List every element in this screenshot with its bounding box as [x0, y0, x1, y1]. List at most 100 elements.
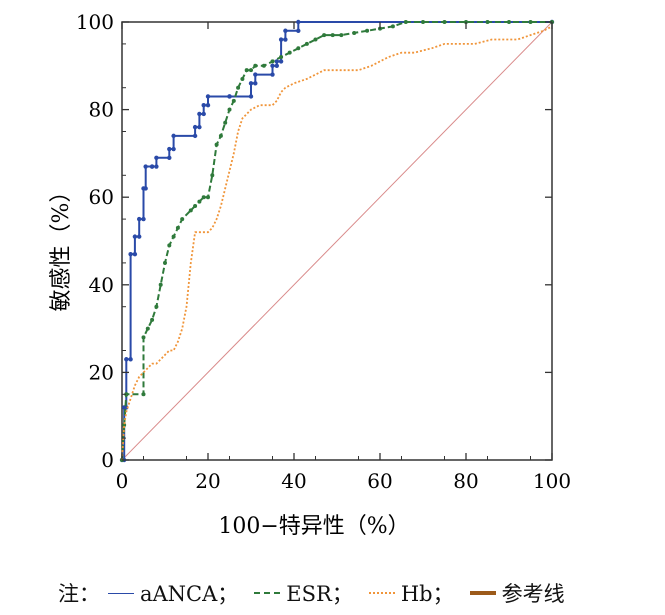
legend-label-hb: Hb；: [400, 582, 454, 606]
series-point-esr: [201, 195, 206, 200]
axis-ticks: 0 20 40 60 80 100 0 20 40 60 80 100: [76, 10, 571, 493]
series-point-aanca: [192, 124, 198, 130]
legend-swatch-esr: [254, 592, 281, 594]
series-lines: [119, 19, 555, 463]
x-tick-label: 60: [367, 469, 392, 493]
series-point-esr: [154, 304, 159, 309]
series-point-aanca: [227, 94, 232, 99]
legend-label-esr: ESR；: [286, 582, 353, 606]
series-point-aanca: [274, 59, 279, 64]
y-tick-label: 20: [89, 360, 114, 384]
x-tick-label: 0: [116, 469, 129, 493]
legend-label-aanca: aANCA；: [140, 582, 239, 606]
series-point-aanca: [124, 357, 129, 362]
series-point-esr: [240, 76, 245, 81]
legend-swatch-reference: [469, 591, 496, 595]
series-point-aanca: [143, 186, 148, 191]
series-point-esr: [141, 392, 146, 397]
series-point-esr: [244, 68, 249, 73]
series-point-esr: [214, 142, 219, 147]
series-point-aanca: [132, 251, 138, 257]
series-point-esr: [253, 63, 258, 68]
series-point-esr: [236, 85, 241, 90]
series-point-esr: [442, 20, 447, 24]
series-point-esr: [206, 195, 210, 200]
series-point-esr: [193, 203, 198, 208]
series-point-aanca: [143, 164, 148, 169]
series-point-esr: [528, 20, 533, 24]
series-point-esr: [218, 133, 223, 138]
series-line-hb: [121, 25, 553, 461]
y-tick-label: 0: [101, 448, 114, 472]
series-point-esr: [197, 199, 202, 204]
series-point-aanca: [253, 72, 258, 77]
series-point-esr: [339, 33, 344, 38]
series-line-esr: [121, 21, 552, 461]
series-point-aanca: [201, 103, 206, 108]
series-point-esr: [261, 63, 266, 68]
series-point-esr: [223, 120, 228, 125]
series-point-esr: [163, 260, 167, 265]
series-point-esr: [270, 59, 275, 64]
series-point-aanca: [167, 146, 172, 152]
legend: 注： aANCA； ESR； Hb； 参考线: [58, 578, 565, 608]
roc-chart: 0 20 40 60 80 100 0 20 40 60 80 100 100−特异性（%） 敏感性（…: [49, 10, 571, 539]
series-point-esr: [421, 20, 425, 24]
series-point-esr: [231, 98, 236, 103]
series-point-aanca: [132, 234, 138, 239]
x-tick-label: 20: [195, 469, 220, 493]
series-point-esr: [279, 55, 284, 60]
series-point-aanca: [253, 81, 258, 86]
series-point-esr: [180, 217, 185, 222]
series-point-aanca: [149, 164, 155, 169]
series-point-esr: [175, 225, 180, 230]
series-point-esr: [287, 50, 292, 55]
series-point-aanca: [128, 251, 133, 257]
series-point-aanca: [270, 63, 275, 68]
series-point-esr: [296, 46, 301, 51]
series-point-esr: [141, 335, 146, 340]
series-point-aanca: [137, 216, 142, 222]
y-axis-label: 敏感性（%）: [49, 181, 74, 312]
series-point-aanca: [137, 234, 142, 239]
series-point-aanca: [296, 28, 301, 33]
series-point-aanca: [197, 124, 202, 130]
series-point-aanca: [270, 72, 275, 77]
series-point-esr: [171, 234, 176, 239]
series-point-aanca: [171, 146, 176, 152]
legend-swatch-hb: [368, 592, 395, 594]
series-point-aanca: [192, 133, 198, 139]
y-tick-label: 60: [89, 185, 114, 209]
series-point-esr: [124, 392, 129, 397]
series-point-esr: [150, 317, 155, 322]
series-point-esr: [249, 68, 253, 73]
reference-diagonal: [121, 21, 553, 461]
series-point-aanca: [296, 19, 301, 25]
series-point-esr: [390, 24, 395, 29]
series-point-esr: [167, 243, 172, 248]
y-tick-label: 80: [89, 98, 114, 122]
series-point-aanca: [248, 81, 254, 86]
series-point-aanca: [283, 37, 288, 42]
series-point-aanca: [167, 155, 172, 160]
series-point-aanca: [248, 94, 254, 99]
series-point-aanca: [171, 133, 176, 139]
series-point-aanca: [278, 37, 284, 42]
series-point-esr: [365, 28, 370, 33]
x-tick-label: 40: [281, 469, 306, 493]
series-point-esr: [158, 282, 163, 287]
series-point-esr: [145, 326, 150, 331]
x-axis-label: 100−特异性（%）: [218, 514, 409, 539]
series-point-esr: [304, 41, 309, 46]
y-tick-label: 100: [76, 10, 114, 34]
series-point-aanca: [141, 216, 146, 222]
series-point-aanca: [154, 155, 159, 160]
legend-label-reference: 参考线: [501, 582, 565, 606]
y-tick-label: 40: [89, 273, 114, 297]
series-point-aanca: [154, 164, 159, 169]
series-point-aanca: [201, 111, 206, 117]
series-point-esr: [322, 33, 327, 38]
series-point-aanca: [274, 63, 279, 68]
series-point-esr: [210, 173, 215, 178]
series-point-esr: [227, 107, 232, 112]
